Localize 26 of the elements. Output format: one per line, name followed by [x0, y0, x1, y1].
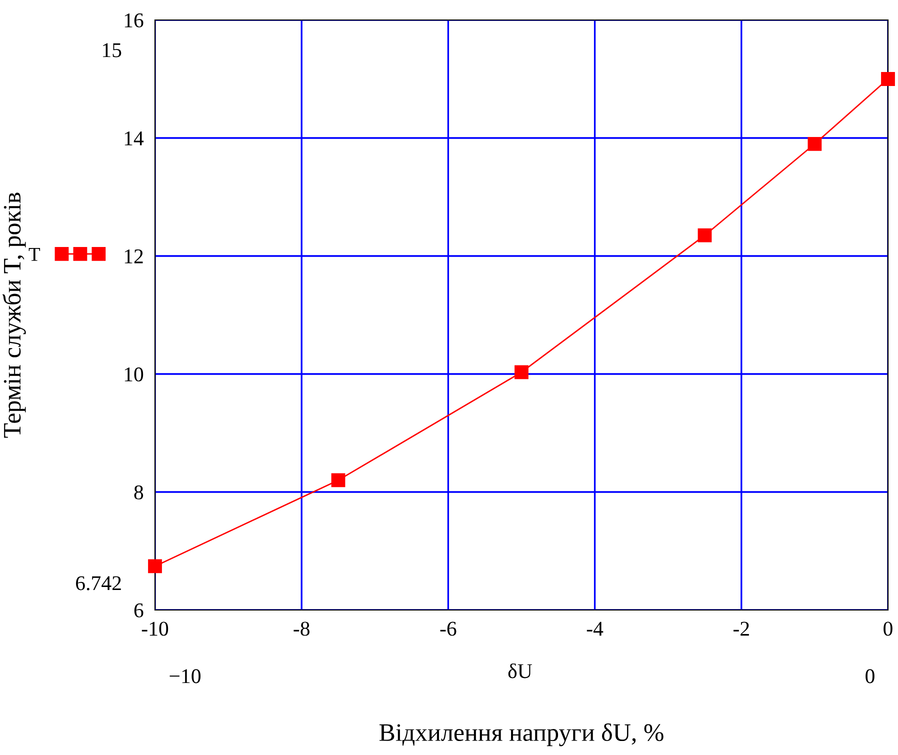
text: 0 [866, 669, 874, 684]
legend-label: T [28, 248, 40, 261]
x-tick-label: -4 [586, 622, 604, 636]
x-tick-label: -6 [440, 622, 456, 636]
x-tick-label: -2 [734, 622, 749, 636]
text: −10 [170, 669, 200, 684]
x-tick-label: -8 [294, 622, 310, 636]
y-tick-label: 10 [124, 367, 144, 382]
point [698, 228, 712, 242]
point [514, 365, 528, 380]
text: δU [508, 663, 532, 678]
point [148, 559, 162, 574]
text: 15 [103, 43, 122, 58]
x-axis-title: Відхилення напруги δU, % [379, 723, 664, 746]
y-tick-label: 12 [124, 249, 143, 264]
y-tick-label: 6 [134, 603, 144, 618]
point [331, 473, 346, 488]
x-tick-label: -10 [142, 622, 168, 636]
y-tick-label: 8 [134, 485, 144, 500]
y-tick-label: 16 [124, 13, 144, 28]
point [808, 136, 822, 151]
x-tick-label: 0 [884, 622, 892, 636]
y-tick-label: 14 [124, 131, 144, 146]
point [881, 72, 895, 86]
y-axis-title: Термін служби T, років [2, 192, 26, 438]
text: 6.742 [76, 576, 121, 590]
